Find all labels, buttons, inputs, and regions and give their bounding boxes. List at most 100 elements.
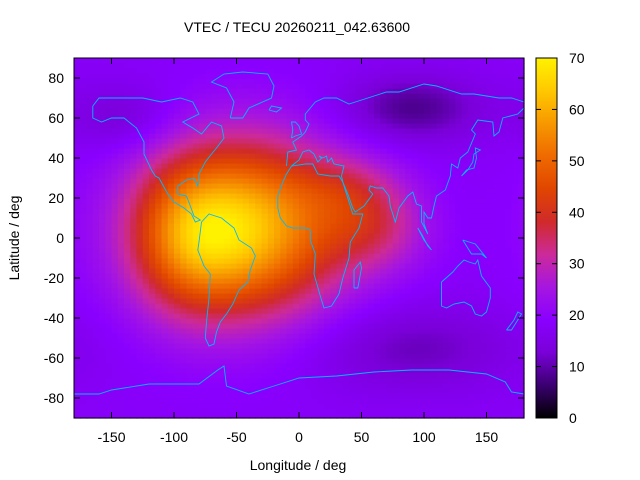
heatmap-cell [217,118,225,124]
heatmap-cell [217,233,225,239]
heatmap-cell [149,338,156,344]
heatmap-cell [111,108,119,114]
heatmap-cell [299,398,306,404]
heatmap-cell [399,263,406,269]
heatmap-cell [186,303,194,309]
heatmap-cell [161,83,169,89]
heatmap-cell [236,168,244,174]
heatmap-cell [155,318,163,324]
heatmap-cell [486,128,494,134]
heatmap-cell [361,153,369,159]
heatmap-cell [167,388,175,394]
heatmap-cell [161,353,169,359]
heatmap-cell [399,168,406,174]
heatmap-cell [155,208,163,214]
heatmap-cell [99,173,106,179]
heatmap-cell [517,123,525,129]
heatmap-cell [117,398,125,404]
heatmap-cell [161,238,169,244]
heatmap-cell [155,153,163,159]
heatmap-cell [149,188,156,194]
heatmap-cell [280,198,288,204]
heatmap-cell [205,68,213,74]
heatmap-cell [305,188,313,194]
heatmap-cell [442,153,450,159]
heatmap-cell [205,153,213,159]
heatmap-cell [361,333,369,339]
heatmap-cell [224,333,231,339]
heatmap-cell [511,183,519,189]
heatmap-cell [361,313,369,319]
heatmap-cell [230,308,238,314]
heatmap-cell [349,258,356,264]
heatmap-cell [317,413,325,419]
heatmap-cell [192,73,200,79]
heatmap-cell [467,328,475,334]
heatmap-cell [111,203,119,209]
heatmap-cell [242,313,250,319]
heatmap-cell [392,268,400,274]
heatmap-cell [192,68,200,74]
heatmap-cell [261,383,269,389]
heatmap-cell [274,373,281,379]
heatmap-cell [436,213,444,219]
heatmap-cell [105,258,113,264]
heatmap-cell [142,198,150,204]
heatmap-cell [280,123,288,129]
heatmap-cell [205,213,213,219]
heatmap-cell [374,218,381,224]
heatmap-cell [317,168,325,174]
heatmap-cell [155,218,163,224]
heatmap-cell [199,203,206,209]
heatmap-cell [305,178,313,184]
heatmap-cell [255,143,263,149]
heatmap-cell [505,73,513,79]
heatmap-cell [455,383,463,389]
heatmap-cell [499,208,506,214]
heatmap-cell [342,98,350,104]
heatmap-cell [442,378,450,384]
heatmap-cell [199,178,206,184]
heatmap-cell [424,148,431,154]
heatmap-cell [342,248,350,254]
heatmap-cell [411,178,419,184]
heatmap-cell [486,193,494,199]
heatmap-cell [255,258,263,264]
heatmap-cell [236,208,244,214]
heatmap-cell [405,123,413,129]
heatmap-cell [80,278,88,284]
heatmap-cell [249,173,256,179]
heatmap-cell [517,378,525,384]
heatmap-cell [292,143,300,149]
heatmap-cell [224,178,231,184]
heatmap-cell [80,383,88,389]
heatmap-cell [255,368,263,374]
heatmap-cell [349,363,356,369]
heatmap-cell [517,328,525,334]
heatmap-cell [155,203,163,209]
heatmap-cell [149,363,156,369]
heatmap-cell [192,383,200,389]
heatmap-cell [392,223,400,229]
heatmap-cell [417,128,425,134]
heatmap-cell [111,183,119,189]
heatmap-cell [392,198,400,204]
heatmap-cell [99,338,106,344]
heatmap-cell [455,398,463,404]
heatmap-cell [467,358,475,364]
heatmap-cell [224,363,231,369]
heatmap-cell [430,98,438,104]
heatmap-cell [411,168,419,174]
heatmap-cell [461,78,469,84]
heatmap-cell [374,388,381,394]
heatmap-cell [142,323,150,329]
heatmap-cell [92,98,100,104]
heatmap-cell [280,223,288,229]
heatmap-cell [292,123,300,129]
heatmap-cell [411,313,419,319]
heatmap-cell [280,348,288,354]
heatmap-cell [186,103,194,109]
heatmap-cell [274,288,281,294]
heatmap-cell [130,373,138,379]
heatmap-cell [280,358,288,364]
